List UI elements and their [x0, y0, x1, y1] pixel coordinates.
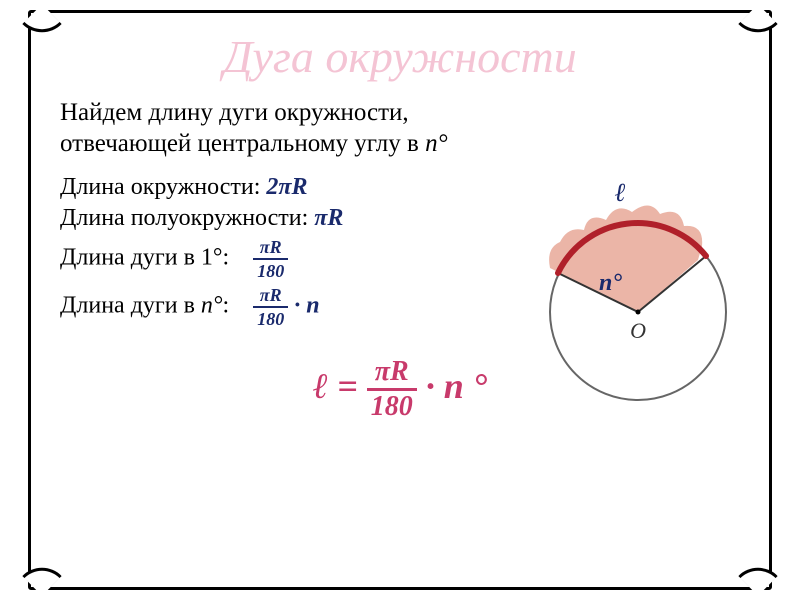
intro-line1: Найдем длину дуги окружности,: [60, 99, 409, 126]
formula-denominator: 180: [367, 391, 417, 421]
circ-label: Длина окружности:: [60, 174, 266, 200]
arcn-numerator: πR: [253, 286, 288, 308]
intro-text: Найдем длину дуги окружности, отвечающей…: [60, 97, 740, 160]
formula-lhs: ℓ =: [313, 365, 367, 405]
semi-label: Длина полуокружности:: [60, 205, 314, 231]
diagram-svg: [510, 170, 750, 410]
intro-line2-pre: отвечающей центральному углу в: [60, 130, 425, 157]
circ-value: 2πR: [266, 174, 307, 200]
formula-numerator: πR: [367, 358, 417, 391]
arc1-denominator: 180: [253, 260, 288, 280]
formula-rhs: · n °: [417, 365, 487, 405]
frame-corner: [738, 4, 778, 44]
arc-diagram: ℓ n° O: [510, 170, 750, 410]
arc1-numerator: πR: [253, 238, 288, 260]
frame-corner: [738, 556, 778, 596]
center-point: [636, 310, 641, 315]
arc1-fraction: πR 180: [253, 238, 288, 280]
semi-value: πR: [314, 205, 343, 231]
arc1-label: Длина дуги в 1°:: [60, 244, 229, 270]
arcn-multiplier: · n: [288, 292, 319, 318]
arcn-label: Длина дуги в: [60, 292, 201, 318]
diagram-label-l: ℓ: [615, 178, 626, 208]
frame-corner: [22, 556, 62, 596]
diagram-label-o: O: [630, 318, 646, 344]
formula-fraction: πR 180: [367, 358, 417, 421]
diagram-label-n: n°: [599, 270, 622, 297]
slide-title: Дуга окружности: [60, 30, 740, 83]
arcn-var: n°: [201, 292, 223, 318]
arcn-denominator: 180: [253, 308, 288, 328]
frame-corner: [22, 4, 62, 44]
intro-variable: n°: [425, 130, 448, 157]
arcn-fraction: πR 180: [253, 286, 288, 328]
